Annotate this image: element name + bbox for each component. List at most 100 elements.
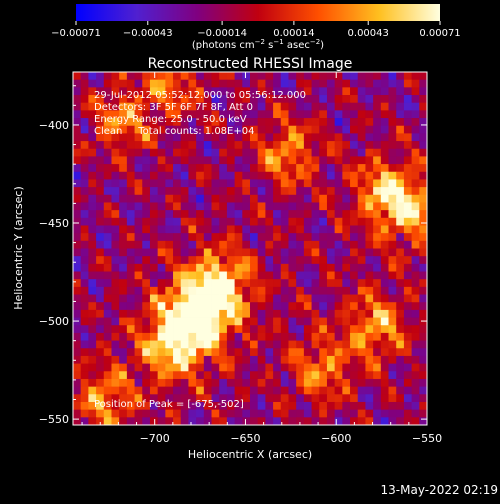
- heatmap-cell: [296, 148, 305, 157]
- heatmap-cell: [326, 271, 336, 280]
- heatmap-cell: [342, 309, 351, 318]
- heatmap-cell: [149, 179, 159, 188]
- heatmap-cell: [73, 164, 82, 173]
- heatmap-cell: [273, 417, 282, 426]
- heatmap-cell: [80, 386, 89, 395]
- heatmap-cell: [134, 210, 143, 219]
- heatmap-cell: [80, 79, 89, 88]
- heatmap-cell: [319, 348, 328, 357]
- heatmap-cell: [296, 225, 305, 234]
- heatmap-cell: [350, 271, 359, 280]
- heatmap-cell: [365, 240, 374, 249]
- heatmap-cell: [303, 332, 312, 341]
- heatmap-cell: [334, 386, 343, 395]
- heatmap-cell: [326, 210, 336, 219]
- heatmap-cell: [234, 240, 243, 249]
- heatmap-cell: [373, 378, 382, 388]
- heatmap-cell: [119, 164, 128, 173]
- heatmap-cell: [265, 332, 274, 341]
- heatmap-cell: [326, 202, 336, 211]
- heatmap-cell: [188, 409, 197, 418]
- heatmap-cell: [188, 79, 197, 88]
- heatmap-cell: [403, 271, 413, 280]
- heatmap-cell: [126, 279, 135, 288]
- heatmap-cell: [296, 171, 305, 180]
- heatmap-cell: [403, 110, 413, 119]
- heatmap-cell: [280, 348, 289, 357]
- observation-annotations: 29-Jul-2012 05:52:12.000 to 05:56:12.000…: [94, 90, 306, 137]
- heatmap-cell: [234, 256, 243, 265]
- heatmap-cell: [234, 355, 243, 364]
- heatmap-cell: [157, 210, 166, 219]
- colorbar-units: (photons cm−2 s−1 asec−2): [192, 38, 324, 51]
- heatmap-cell: [342, 348, 351, 357]
- heatmap-cell: [157, 72, 166, 81]
- heatmap-cell: [80, 363, 89, 372]
- heatmap-cell: [88, 309, 97, 318]
- heatmap-cell: [350, 332, 359, 341]
- heatmap-cell: [203, 95, 212, 104]
- heatmap-cell: [157, 386, 166, 395]
- heatmap-cell: [134, 317, 143, 326]
- heatmap-cell: [111, 79, 120, 88]
- heatmap-cell: [203, 79, 212, 88]
- heatmap-cell: [173, 217, 182, 226]
- heatmap-cell: [411, 79, 420, 88]
- heatmap-cell: [157, 378, 166, 388]
- heatmap-cell: [365, 309, 374, 318]
- heatmap-cell: [257, 271, 266, 280]
- heatmap-cell: [203, 102, 212, 111]
- heatmap-cell: [365, 202, 374, 211]
- heatmap-cell: [411, 355, 420, 364]
- heatmap-cell: [342, 302, 351, 311]
- heatmap-cell: [388, 378, 397, 388]
- heatmap-cell: [303, 187, 312, 196]
- heatmap-cell: [419, 72, 428, 81]
- heatmap-cell: [226, 401, 236, 411]
- heatmap-cell: [296, 286, 305, 295]
- heatmap-cell: [134, 332, 143, 341]
- heatmap-cell: [273, 187, 282, 196]
- heatmap-cell: [103, 148, 112, 157]
- heatmap-cell: [134, 233, 143, 242]
- heatmap-cell: [396, 141, 405, 150]
- heatmap-cell: [280, 248, 289, 257]
- heatmap-cell: [134, 133, 143, 142]
- heatmap-cell: [80, 409, 89, 418]
- heatmap-cell: [288, 409, 297, 418]
- heatmap-cell: [188, 141, 197, 150]
- heatmap-cell: [111, 286, 120, 295]
- heatmap-cell: [373, 279, 382, 288]
- heatmap-cell: [265, 133, 274, 142]
- heatmap-cell: [365, 317, 374, 326]
- heatmap-cell: [319, 317, 328, 326]
- x-axis-tick-label: −600: [321, 432, 351, 445]
- heatmap-cell: [203, 87, 212, 96]
- heatmap-cell: [411, 125, 420, 134]
- heatmap-cell: [411, 386, 420, 395]
- heatmap-cell: [88, 417, 97, 426]
- heatmap-cell: [342, 378, 351, 388]
- heatmap-cell: [403, 332, 413, 341]
- heatmap-cell: [219, 110, 228, 119]
- heatmap-cell: [273, 355, 282, 364]
- heatmap-cell: [80, 309, 89, 318]
- heatmap-cell: [280, 294, 289, 303]
- heatmap-cell: [73, 87, 82, 96]
- heatmap-cell: [334, 133, 343, 142]
- heatmap-cell: [173, 95, 182, 104]
- heatmap-cell: [265, 309, 274, 318]
- heatmap-cell: [265, 248, 274, 257]
- heatmap-cell: [188, 279, 197, 288]
- heatmap-cell: [273, 325, 282, 334]
- heatmap-cell: [173, 72, 182, 81]
- heatmap-cell: [96, 417, 105, 426]
- heatmap-cell: [242, 187, 251, 196]
- heatmap-cell: [288, 371, 297, 380]
- heatmap-cell: [373, 355, 382, 364]
- heatmap-cell: [80, 263, 89, 272]
- heatmap-cell: [234, 248, 243, 257]
- heatmap-cell: [250, 233, 259, 242]
- heatmap-cell: [73, 294, 82, 303]
- heatmap-cell: [334, 87, 343, 96]
